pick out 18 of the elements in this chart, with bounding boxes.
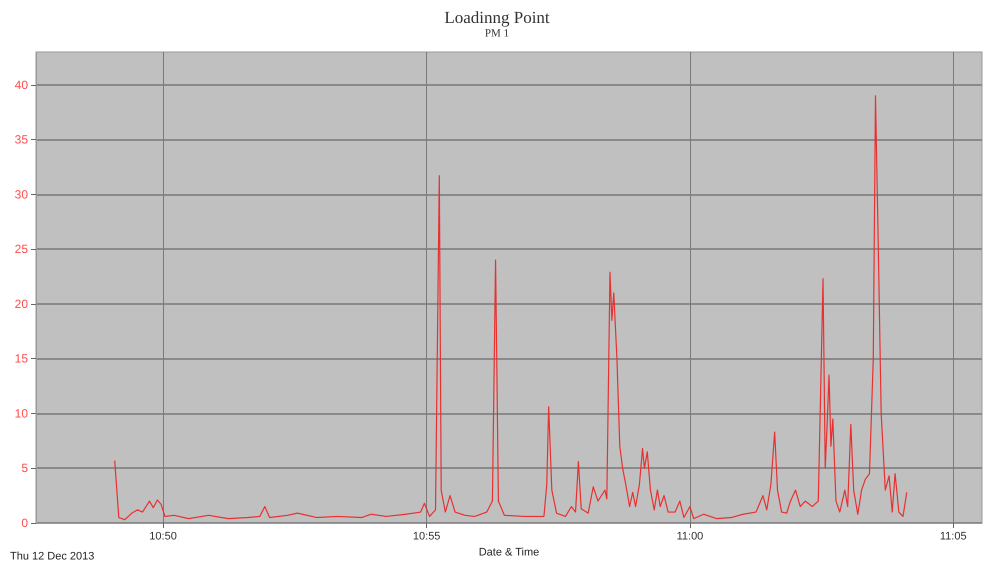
y-tick-label: 10 [14,406,28,420]
x-tick-label: 11:05 [940,530,967,542]
y-tick-label: 0 [21,516,28,530]
y-tick-label: 35 [14,132,28,147]
chart-subtitle: PM 1 [484,28,510,40]
x-tick-label: 10:50 [149,530,177,542]
y-tick-label: 15 [14,352,28,366]
x-axis-title: Date & Time [478,546,540,558]
y-tick-label: 30 [14,187,28,202]
line-series [114,95,908,520]
chart-title: Loadinng Point [444,8,550,27]
text: Thu 12 Dec 2013 [10,550,94,562]
y-tick-label: 25 [14,242,28,256]
x-tick-label: 10:55 [412,530,440,542]
x-tick-label: 11:00 [676,530,704,542]
y-tick-label: 40 [14,78,28,92]
y-tick-label: 20 [14,296,28,311]
y-tick-label: 5 [21,461,28,476]
